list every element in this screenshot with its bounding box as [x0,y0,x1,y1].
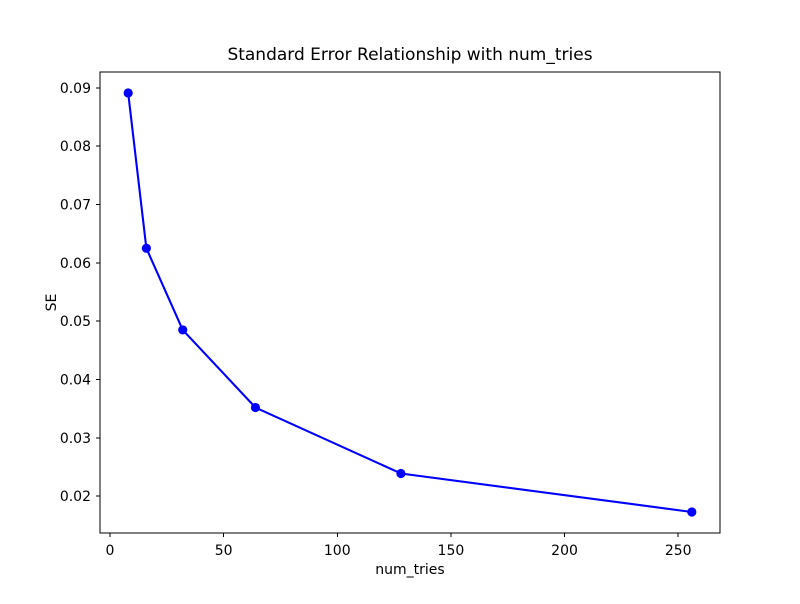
y-axis-label: SE [44,294,60,312]
data-point [141,243,151,253]
x-axis-label: num_tries [375,562,444,578]
data-point [396,468,406,479]
y-tick-label: 0.03 [60,431,91,447]
y-tick-label: 0.05 [60,314,91,330]
y-tick-label: 0.08 [60,139,91,155]
y-tick-label: 0.09 [60,81,91,97]
x-tick-label: 150 [438,543,465,559]
x-axis-ticks: 0 50 100 150 200 250 [106,533,692,559]
data-point [123,88,133,98]
data-point [687,507,697,517]
x-tick-label: 200 [551,543,578,559]
y-tick-label: 0.02 [60,489,91,505]
x-tick-label: 100 [324,543,351,559]
y-axis-ticks: 0.02 0.03 0.04 0.05 0.06 0.07 0.08 0.09 [60,81,100,505]
x-tick-label: 50 [215,543,233,559]
chart-title: Standard Error Relationship with num_tri… [227,45,592,65]
data-series [123,88,697,517]
data-point [178,325,188,335]
data-line [127,91,693,514]
x-tick-label: 250 [665,543,692,559]
data-point [250,402,261,413]
x-tick-label: 0 [106,543,115,559]
y-tick-label: 0.06 [60,256,91,272]
y-tick-label: 0.07 [60,197,91,213]
plot-area [99,71,721,534]
y-tick-label: 0.04 [60,373,91,389]
